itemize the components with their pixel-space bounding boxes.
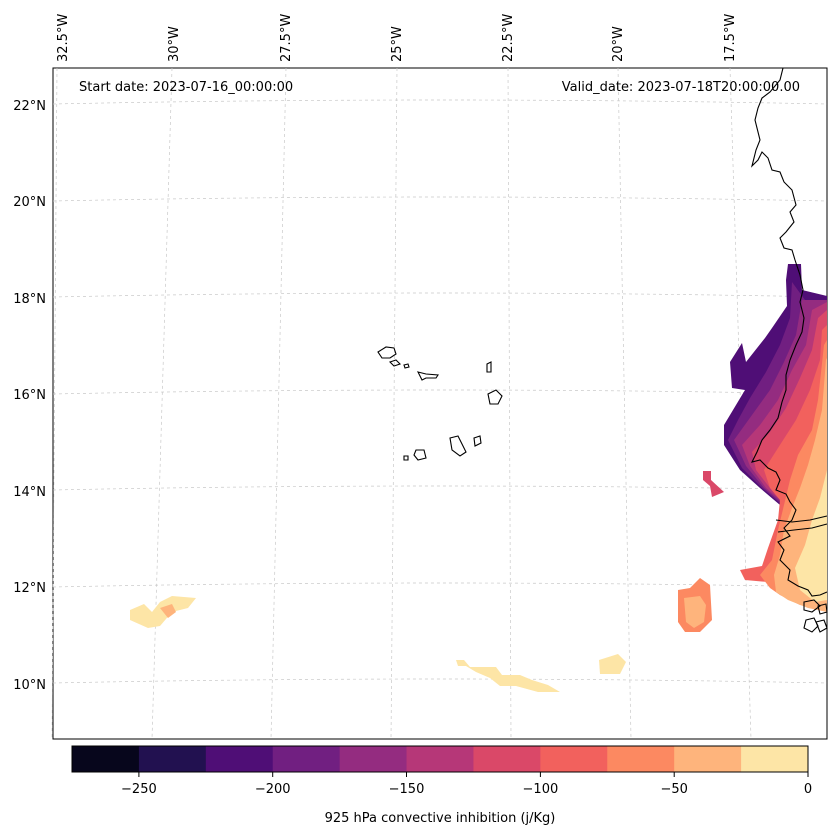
cin-contour-fill [130, 264, 827, 692]
colorbar-swatch [607, 746, 675, 772]
lon-label: 32.5°W [56, 14, 71, 62]
colorbar-title: 925 hPa convective inhibition (j/Kg) [325, 811, 556, 826]
cin-patch-tan [684, 596, 706, 628]
lat-label: 20°N [13, 195, 46, 210]
lon-label: 20°W [611, 26, 626, 62]
bissau-islands-3 [815, 619, 828, 633]
colorbar-tick-label: −250 [121, 782, 157, 797]
island-sal [486, 361, 492, 373]
island-fogo [413, 449, 427, 461]
african-coastline [750, 67, 828, 597]
gambia-river-south [777, 523, 828, 533]
colorbar-swatch [674, 746, 742, 772]
colorbar-swatch [72, 746, 140, 772]
cin-west-patch [130, 596, 196, 628]
latitude-labels: 22°N 20°N 18°N 16°N 14°N 12°N 10°N [13, 99, 46, 693]
longitude-labels: 32.5°W 30°W 27.5°W 25°W 22.5°W 20°W 17.5… [56, 14, 738, 62]
island-boa-vista [487, 389, 503, 405]
lon-label: 22.5°W [501, 14, 516, 62]
colorbar-swatch [741, 746, 809, 772]
island-santo-antao [377, 346, 397, 359]
lon-label: 30°W [167, 26, 182, 62]
lat-label: 14°N [13, 485, 46, 500]
colorbar-ticks [138, 772, 809, 777]
colorbar-tick-label: 0 [804, 782, 812, 797]
start-date-label: Start date: 2023-07-16_00:00:00 [79, 80, 293, 95]
lon-label: 27.5°W [279, 14, 294, 62]
colorbar-tick-label: −50 [660, 782, 687, 797]
colorbar-swatches [72, 746, 809, 772]
map-panel [52, 67, 828, 740]
lat-label: 22°N [13, 99, 46, 114]
colorbar-swatch [205, 746, 274, 772]
cin-spot-red [703, 471, 724, 497]
bissau-islands [803, 599, 821, 613]
island-maio [473, 435, 482, 447]
gambia-river [775, 515, 828, 523]
lat-label: 18°N [13, 292, 46, 307]
lon-label: 17.5°W [723, 14, 738, 62]
colorbar-tick-label: −150 [389, 782, 425, 797]
lat-label: 16°N [13, 388, 46, 403]
colorbar-swatch [138, 746, 207, 772]
bissau-islands-4 [817, 603, 828, 615]
island-santa-luzia [403, 363, 410, 369]
cin-west-patch-core [160, 604, 176, 618]
cin-south-strip [456, 660, 560, 692]
colorbar-tick-label: −100 [523, 782, 559, 797]
coastlines [377, 67, 828, 633]
island-sao-vicente [388, 359, 402, 367]
island-brava [403, 455, 409, 461]
colorbar-swatch [540, 746, 608, 772]
island-santiago [449, 435, 467, 457]
graticule [51, 67, 828, 740]
colorbar-swatch [473, 746, 541, 772]
lat-label: 10°N [13, 678, 46, 693]
colorbar-swatch [272, 746, 341, 772]
valid-date-label: Valid_date: 2023-07-18T20:00:00.00 [562, 80, 800, 95]
island-sao-nicolau [416, 371, 439, 381]
colorbar-tick-label: −200 [255, 782, 291, 797]
colorbar-swatch [339, 746, 408, 772]
colorbar: −250 −200 −150 −100 −50 0 925 hPa convec… [71, 745, 812, 826]
bissau-islands-2 [803, 617, 819, 633]
lat-label: 12°N [13, 581, 46, 596]
lon-label: 25°W [390, 26, 405, 62]
colorbar-swatch [406, 746, 474, 772]
cin-south-patch [599, 654, 626, 674]
cin-level-cream [795, 470, 827, 602]
